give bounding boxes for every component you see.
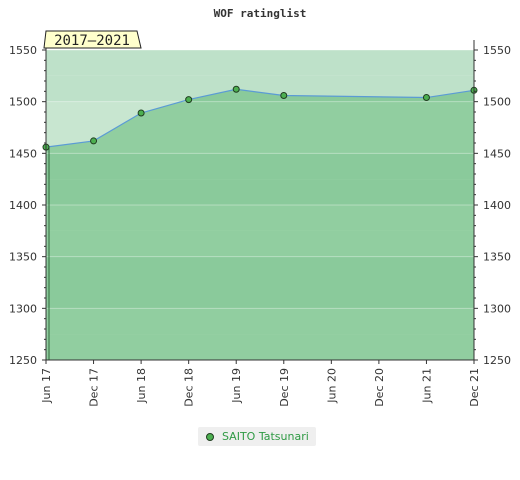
legend-label: SAITO Tatsunari bbox=[222, 430, 309, 443]
x-tick-label-8: Jun 21 bbox=[420, 368, 433, 404]
y-tick-right-1400: 1400 bbox=[483, 199, 511, 212]
x-tick-label-2: Jun 18 bbox=[135, 368, 148, 404]
y-tick-right-1300: 1300 bbox=[483, 302, 511, 315]
data-point-6 bbox=[422, 94, 430, 102]
data-point-5 bbox=[280, 91, 288, 99]
data-point-2 bbox=[137, 109, 145, 117]
upper-tint bbox=[46, 50, 474, 148]
period-badge: 2017–2021 bbox=[43, 30, 142, 49]
y-tick-left-1350: 1350 bbox=[9, 251, 37, 264]
y-tick-right-1250: 1250 bbox=[483, 354, 511, 367]
axes bbox=[42, 40, 478, 364]
x-tick-label-9: Dec 21 bbox=[468, 368, 481, 407]
x-tick-label-6: Jun 20 bbox=[325, 368, 338, 404]
x-tick-label-5: Dec 19 bbox=[278, 368, 291, 407]
y-tick-left-1450: 1450 bbox=[9, 147, 37, 160]
x-tick-label-7: Dec 20 bbox=[373, 368, 386, 407]
period-badge-shape bbox=[43, 30, 142, 49]
data-point-4 bbox=[232, 85, 240, 93]
y-tick-right-1500: 1500 bbox=[483, 96, 511, 109]
y-tick-left-1250: 1250 bbox=[9, 354, 37, 367]
y-tick-left-1300: 1300 bbox=[9, 302, 37, 315]
x-tick-label-1: Dec 17 bbox=[88, 368, 101, 407]
period-badge-text: 2017–2021 bbox=[54, 33, 130, 49]
y-tick-left-1400: 1400 bbox=[9, 199, 37, 212]
rating-area bbox=[46, 89, 474, 361]
y-tick-labels: 1250 1250 1300 1300 1350 1350 1400 1400 1450 1450… bbox=[9, 44, 511, 367]
y-tick-right-1350: 1350 bbox=[483, 251, 511, 264]
data-point-1 bbox=[90, 137, 98, 145]
chart-title: WOF ratinglist bbox=[214, 7, 307, 20]
data-point-3 bbox=[185, 96, 193, 104]
band-1525 bbox=[46, 50, 474, 76]
y-tick-right-1450: 1450 bbox=[483, 147, 511, 160]
y-tick-right-1550: 1550 bbox=[483, 44, 511, 57]
x-tick-labels: Jun 17 Dec 17 Jun 18 Dec 18 Jun 19 Dec 19 Jun … bbox=[40, 368, 481, 407]
x-tick-label-0: Jun 17 bbox=[40, 368, 53, 404]
y-tick-left-1550: 1550 bbox=[9, 44, 37, 57]
legend-marker bbox=[206, 432, 214, 441]
x-tick-label-3: Dec 18 bbox=[183, 368, 196, 407]
rating-line bbox=[45, 88, 475, 148]
legend[interactable]: SAITO Tatsunari bbox=[198, 427, 316, 446]
x-tick-label-4: Jun 19 bbox=[230, 368, 243, 404]
y-tick-left-1500: 1500 bbox=[9, 96, 37, 109]
